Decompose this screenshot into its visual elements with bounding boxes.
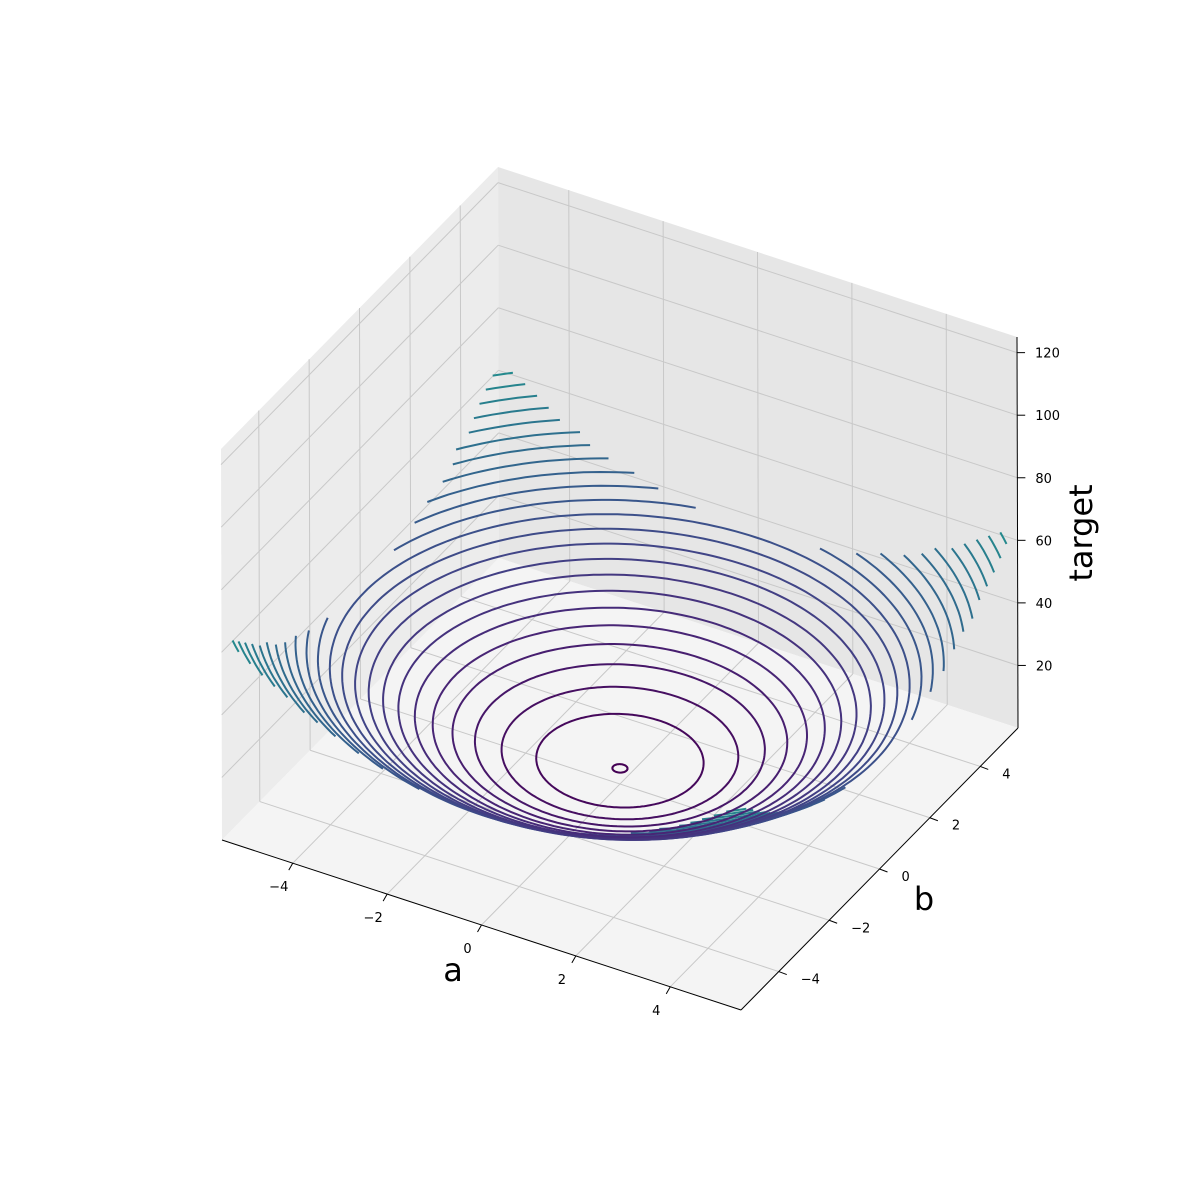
contour-line	[393, 498, 696, 552]
grid-line	[498, 494, 1018, 666]
contour-line	[492, 371, 514, 377]
contour-line	[452, 444, 591, 466]
grid-line	[221, 307, 499, 591]
x-tick-label: 4	[652, 1004, 660, 1019]
z-tick-label: 40	[1036, 597, 1053, 612]
y-tick-label: 4	[1002, 767, 1010, 782]
grid-line	[669, 704, 948, 988]
grid-line	[359, 307, 361, 700]
contour-line	[468, 418, 560, 434]
y-tick-label: 2	[952, 819, 960, 834]
contour-line	[535, 712, 705, 809]
grid-line	[497, 182, 1018, 354]
contour-line	[442, 457, 609, 483]
contour-line	[413, 606, 826, 839]
grid-line	[459, 205, 462, 597]
contour-line	[397, 589, 843, 840]
grid-line	[360, 698, 880, 870]
tick-labels: −4 −2 0 2 4 −4 −2 0 2 4 20 40 60 80 100 120	[269, 347, 1060, 1019]
z-tick-label: 80	[1035, 472, 1052, 487]
contour-line	[479, 394, 538, 405]
grid-line	[498, 244, 1018, 416]
contour-line	[879, 552, 945, 672]
grid-line	[220, 244, 499, 528]
contour-line	[265, 642, 306, 714]
x-tick-mark	[477, 924, 482, 933]
y-tick-mark	[929, 817, 939, 822]
x-tick-mark	[382, 893, 388, 902]
contour-line	[855, 552, 934, 693]
contour-line	[414, 484, 659, 524]
grid-line	[498, 369, 1018, 541]
x-tick-label: 0	[463, 942, 471, 957]
grid-line	[851, 282, 854, 674]
grid-line	[498, 307, 1018, 479]
contour-line	[455, 431, 581, 451]
y-tick-mark	[778, 971, 787, 976]
grid-line	[258, 410, 261, 802]
contour-line	[500, 685, 740, 821]
z-tick-label: 20	[1036, 659, 1053, 674]
grid-line	[498, 432, 1018, 604]
contour-lines	[231, 371, 1008, 841]
contour-line	[611, 763, 629, 774]
x-axis-label: a	[443, 951, 463, 989]
z-tick-label: 60	[1036, 534, 1053, 549]
z-axis-line	[1016, 336, 1019, 729]
contour-line	[987, 535, 1002, 559]
z-tick-label: 120	[1035, 347, 1060, 362]
y-tick-mark	[828, 919, 838, 924]
contour-line	[951, 547, 981, 601]
z-axis-label: target	[1062, 484, 1100, 581]
grid-lines	[220, 182, 1018, 988]
z-tick-label: 100	[1035, 409, 1060, 424]
contour-line	[920, 553, 965, 632]
contour-line	[485, 383, 526, 391]
x-tick-label: −2	[364, 911, 383, 926]
contour-line	[934, 547, 974, 619]
x-tick-label: −4	[269, 880, 288, 895]
x-tick-label: 2	[558, 973, 566, 988]
grid-line	[220, 182, 499, 465]
grid-line	[221, 369, 499, 653]
y-tick-label: −4	[801, 973, 820, 988]
contour-line	[294, 635, 360, 755]
y-axis-label: b	[914, 880, 934, 918]
y-tick-label: −2	[851, 921, 870, 936]
contour-line	[274, 644, 319, 724]
x-tick-mark	[571, 955, 577, 964]
contour-line	[284, 642, 337, 738]
contour-line	[451, 643, 789, 833]
grid-line	[757, 251, 759, 644]
contour-line	[473, 406, 549, 420]
grid-line	[409, 256, 412, 648]
y-tick-label: 0	[902, 870, 910, 885]
x-tick-mark	[665, 986, 671, 995]
contour-line	[258, 645, 289, 699]
contour-line	[426, 470, 635, 503]
contour-line	[244, 642, 264, 676]
contour-line	[305, 630, 384, 770]
contour-line	[819, 547, 923, 721]
x-tick-mark	[288, 862, 294, 871]
contour-line	[237, 640, 252, 665]
grid-line	[221, 495, 500, 778]
contour-line	[431, 624, 808, 836]
contour-line	[316, 617, 420, 790]
contour-line	[231, 640, 240, 653]
contour-line	[903, 554, 956, 650]
contour-line	[473, 663, 766, 828]
y-tick-mark	[879, 868, 888, 873]
grid-line	[945, 313, 948, 705]
contour-line	[999, 531, 1008, 545]
contour-line	[251, 643, 276, 688]
y-tick-mark	[980, 765, 989, 770]
contour-line	[975, 539, 996, 573]
contour-line	[963, 543, 989, 587]
grid-line	[308, 359, 311, 751]
